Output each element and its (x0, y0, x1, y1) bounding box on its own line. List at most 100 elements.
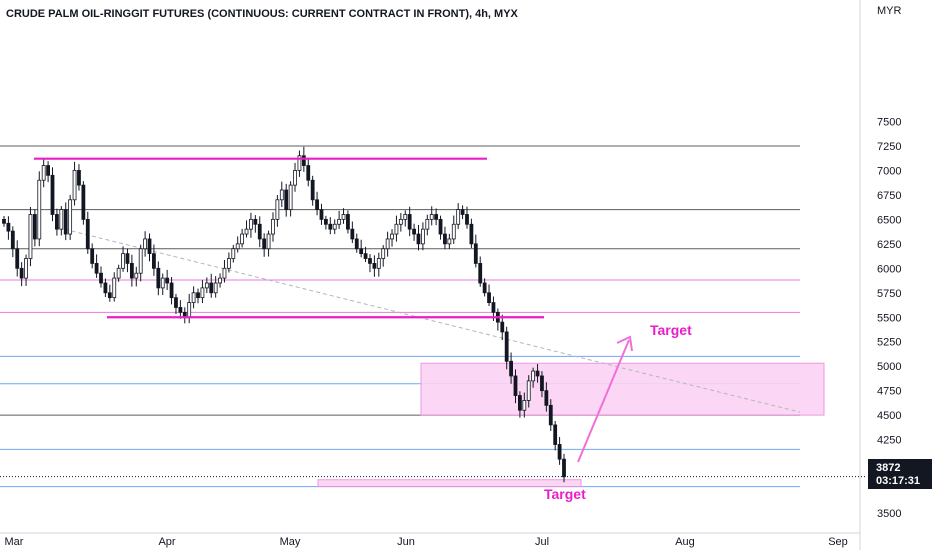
x-tick-sep: Sep (828, 536, 848, 548)
candles (2, 146, 566, 483)
candle-body-8 (37, 179, 42, 240)
candle-body-5 (24, 258, 28, 279)
candle-body-45 (200, 287, 205, 299)
candle-body-70 (310, 179, 315, 201)
candle-body-74 (328, 223, 333, 230)
candle-body-33 (147, 238, 152, 255)
candle-body-110 (487, 292, 491, 303)
candle-body-65 (288, 184, 293, 210)
candle-body-14 (63, 209, 68, 235)
x-tick-may: May (280, 536, 301, 548)
candle-body-2 (10, 230, 15, 250)
candle-body-68 (301, 155, 306, 166)
candle-body-24 (107, 292, 112, 299)
candle-body-7 (32, 214, 37, 240)
target-zones (317, 362, 825, 488)
y-tick-4500: 4500 (877, 410, 901, 422)
candle-body-73 (323, 218, 328, 225)
candle-body-72 (319, 209, 324, 220)
candle-body-77 (341, 214, 346, 220)
candle-body-37 (165, 277, 170, 284)
candle-body-4 (19, 267, 24, 279)
candle-body-20 (90, 248, 95, 264)
candle-body-75 (332, 223, 337, 230)
target-zone-2 (317, 479, 582, 488)
candle-body-62 (275, 199, 280, 220)
candle-body-90 (398, 218, 403, 225)
candle-body-121 (535, 370, 540, 377)
candle-body-119 (526, 380, 531, 401)
candle-body-67 (297, 155, 302, 171)
candle-body-85 (376, 258, 381, 269)
candle-body-94 (416, 233, 421, 245)
candle-body-48 (213, 282, 218, 294)
candle-body-101 (447, 238, 452, 245)
candle-body-42 (187, 302, 192, 318)
candle-body-108 (478, 263, 483, 284)
y-tick-4750: 4750 (877, 386, 901, 398)
candle-body-93 (412, 228, 416, 235)
y-tick-3500: 3500 (877, 508, 901, 520)
y-tick-5750: 5750 (877, 288, 901, 300)
candle-body-63 (279, 189, 284, 201)
candle-body-23 (103, 282, 108, 294)
candle-body-124 (548, 404, 553, 426)
candle-body-22 (99, 272, 103, 284)
candle-body-18 (81, 184, 86, 220)
chart-title: CRUDE PALM OIL-RINGGIT FUTURES (CONTINUO… (6, 8, 519, 20)
candle-body-39 (174, 297, 178, 308)
candle-body-53 (235, 243, 240, 250)
candle-body-49 (218, 277, 222, 284)
candle-body-38 (169, 282, 174, 299)
candle-body-16 (72, 170, 77, 201)
candle-body-44 (196, 292, 200, 299)
x-tick-jul: Jul (535, 536, 549, 548)
candle-body-100 (443, 233, 447, 245)
candle-body-97 (429, 214, 434, 220)
candle-body-81 (359, 248, 364, 255)
target-label-1: Target (650, 322, 692, 338)
candle-body-60 (266, 233, 271, 250)
candle-body-0 (2, 218, 6, 224)
candle-body-125 (553, 424, 558, 445)
candle-body-89 (394, 223, 399, 235)
candle-body-13 (59, 209, 64, 230)
candle-body-80 (354, 238, 359, 250)
candle-body-79 (350, 228, 355, 240)
candle-body-43 (191, 292, 196, 303)
x-tick-mar: Mar (5, 536, 24, 548)
candle-body-78 (346, 214, 350, 230)
candle-body-102 (451, 223, 456, 240)
candle-body-91 (403, 214, 408, 220)
candle-body-36 (160, 277, 165, 289)
bar-countdown: 03:17:31 (876, 475, 920, 487)
candle-body-31 (138, 248, 143, 274)
candle-body-50 (222, 267, 227, 279)
candle-body-115 (509, 360, 513, 377)
candle-body-120 (531, 370, 536, 382)
y-axis: 3500400042504500475050005250550057506000… (877, 117, 901, 521)
candle-body-46 (204, 282, 209, 289)
candle-body-58 (257, 223, 262, 240)
y-tick-6000: 6000 (877, 263, 901, 275)
x-tick-aug: Aug (675, 536, 695, 548)
candle-body-86 (381, 248, 386, 259)
candle-body-61 (271, 218, 275, 235)
candle-body-56 (249, 218, 253, 230)
y-tick-7500: 7500 (877, 117, 901, 129)
candle-body-59 (262, 238, 267, 250)
candle-body-30 (134, 272, 139, 279)
candle-body-111 (491, 302, 496, 313)
candle-body-122 (540, 375, 544, 392)
candle-body-95 (420, 228, 425, 245)
y-tick-5500: 5500 (877, 312, 901, 324)
last-price-value: 3872 (876, 462, 900, 474)
candle-body-47 (209, 282, 214, 294)
target-arrow-shaft (577, 339, 630, 463)
candle-body-69 (306, 165, 311, 181)
x-tick-jun: Jun (397, 536, 415, 548)
candle-body-107 (473, 243, 478, 264)
candle-body-98 (434, 214, 439, 220)
candle-body-11 (50, 174, 55, 215)
y-tick-6750: 6750 (877, 190, 901, 202)
